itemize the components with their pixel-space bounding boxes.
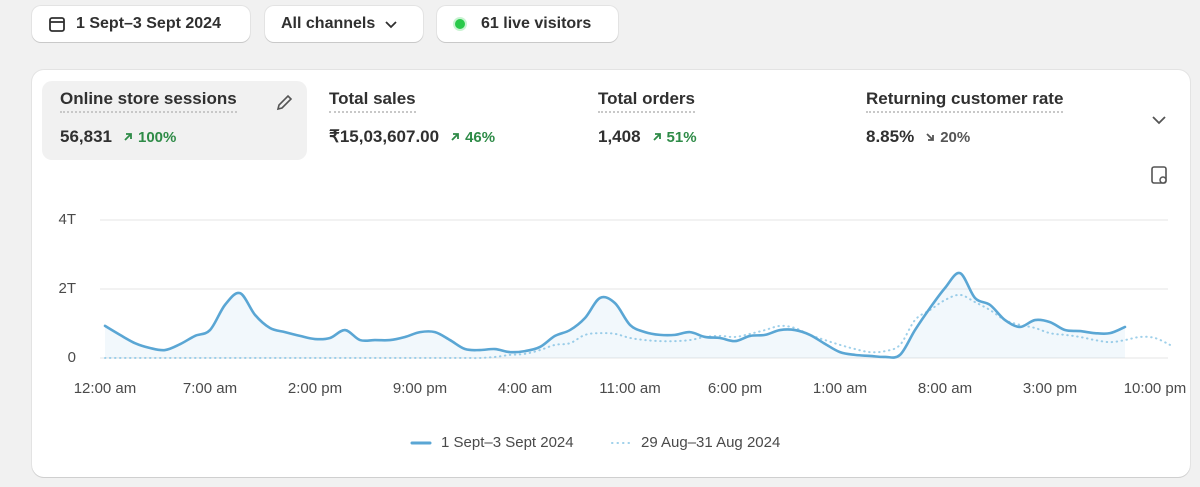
channel: All channels bbox=[281, 15, 376, 32]
x-tick-label: 11:00 am bbox=[599, 380, 660, 397]
legend-label: 1 Sept–3 Sept 2024 bbox=[441, 434, 574, 451]
metric-change: 46% bbox=[465, 128, 496, 146]
metric-change: 100% bbox=[138, 128, 177, 146]
up-arrow bbox=[451, 133, 459, 141]
metric-title: Total orders bbox=[598, 89, 695, 113]
x-tick-label: 9:00 pm bbox=[393, 380, 447, 397]
metric-change: 20% bbox=[940, 128, 971, 146]
metric-title: Returning customer rate bbox=[866, 89, 1064, 113]
calendar-icon bbox=[49, 17, 65, 32]
metric-title: Total sales bbox=[329, 89, 416, 113]
y-tick-label: 2T bbox=[58, 280, 76, 297]
up-arrow bbox=[124, 133, 132, 141]
x-tick-label: 10:00 pm bbox=[1124, 380, 1187, 397]
metric[interactable]: Returning customer rate 8.85% 20% bbox=[848, 81, 1118, 160]
legend-label: 29 Aug–31 Aug 2024 bbox=[641, 434, 780, 451]
live-dot bbox=[453, 17, 467, 31]
x-tick-label: 3:00 pm bbox=[1023, 380, 1077, 397]
down-arrow bbox=[926, 133, 935, 141]
report-icon[interactable] bbox=[1151, 166, 1167, 184]
collapse-icon[interactable] bbox=[1152, 116, 1166, 125]
area bbox=[105, 272, 1125, 358]
y-tick-label: 0 bbox=[68, 349, 76, 366]
live-visitors: 61 live visitors bbox=[481, 15, 592, 32]
x-tick-label: 8:00 am bbox=[918, 380, 972, 397]
x-tick-label: 4:00 am bbox=[498, 380, 552, 397]
channel-button[interactable]: All channels bbox=[265, 6, 423, 42]
line bbox=[103, 271, 1127, 359]
live-button[interactable]: 61 live visitors bbox=[437, 6, 618, 42]
metric-value: 8.85% bbox=[866, 127, 915, 146]
edit-icon bbox=[276, 94, 293, 111]
up-arrow bbox=[652, 133, 661, 141]
date-button[interactable]: 1 Sept–3 Sept 2024 bbox=[32, 6, 250, 42]
metric-title: Online store sessions bbox=[60, 89, 237, 113]
x-tick-label: 6:00 pm bbox=[708, 380, 762, 397]
metric-change: 51% bbox=[666, 128, 697, 146]
chevron-icon bbox=[385, 21, 397, 29]
x-tick-label: 7:00 am bbox=[183, 380, 237, 397]
y-tick-label: 4T bbox=[58, 211, 76, 228]
metric-value: 56,831 bbox=[60, 127, 112, 146]
metric[interactable]: Total sales ₹15,03,607.00 46% bbox=[311, 81, 571, 160]
metric[interactable]: Total orders 1,408 51% bbox=[580, 81, 840, 160]
x-tick-label: 12:00 am bbox=[74, 380, 137, 397]
x-tick-label: 1:00 am bbox=[813, 380, 867, 397]
metric-value: 1,408 bbox=[598, 127, 641, 146]
metric[interactable]: Online store sessions 56,831 100% bbox=[42, 81, 307, 160]
x-tick-label: 2:00 pm bbox=[288, 380, 342, 397]
metric-value: ₹15,03,607.00 bbox=[329, 127, 440, 146]
date-range: 1 Sept–3 Sept 2024 bbox=[76, 15, 221, 32]
